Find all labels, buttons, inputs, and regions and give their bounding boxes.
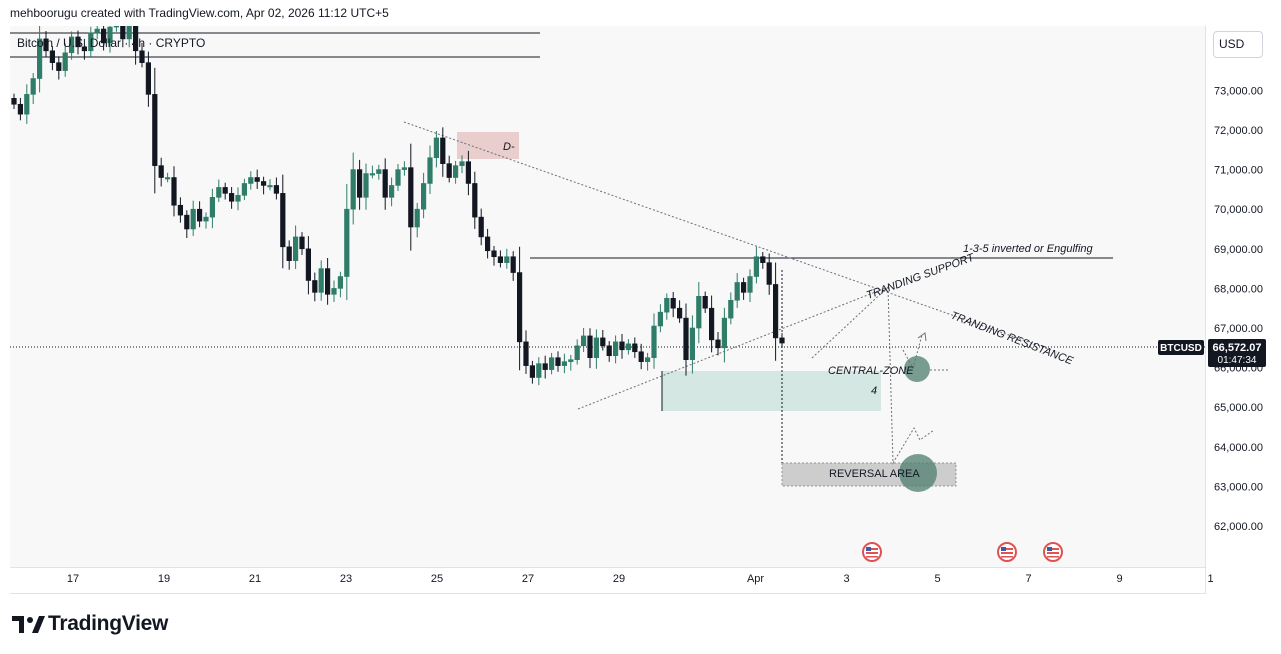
- price-scale[interactable]: [1205, 26, 1271, 594]
- currency-button[interactable]: USD: [1213, 31, 1263, 58]
- attribution: mehboorugu created with TradingView.com,…: [10, 6, 389, 20]
- brand-name: TradingView: [48, 612, 169, 635]
- tradingview-logo-icon: [12, 616, 45, 633]
- time-axis[interactable]: [10, 567, 1205, 593]
- plot-area[interactable]: [10, 26, 1205, 567]
- symbol-title[interactable]: Bitcoin / U.S. Dollar · 4h · CRYPTO: [17, 36, 206, 50]
